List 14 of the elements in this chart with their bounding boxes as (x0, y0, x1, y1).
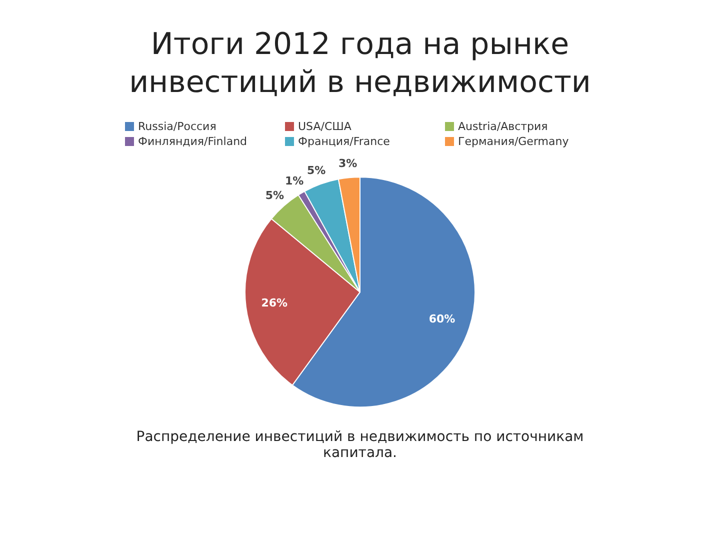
legend-label: USA/США (298, 120, 352, 133)
data-label: 5% (306, 164, 326, 178)
data-label: 60% (428, 312, 456, 326)
legend-label: Франция/France (298, 135, 390, 148)
chart-title: Итоги 2012 года на рынке инвестиций в недвижимости (128, 26, 592, 101)
data-label: 1% (284, 174, 304, 188)
text: Распределение инвестиций в недвижимость по источникам капитала. (135, 429, 585, 461)
data-label: 3% (338, 157, 358, 170)
legend-label: Austria/Австрия (458, 120, 548, 133)
data-label: 5% (265, 188, 284, 202)
legend-label: Russia/Россия (138, 120, 216, 133)
legend-label: Германия/Germany (458, 135, 569, 148)
legend-label: Финляндия/Finland (138, 135, 248, 148)
data-label: 26% (261, 296, 288, 310)
